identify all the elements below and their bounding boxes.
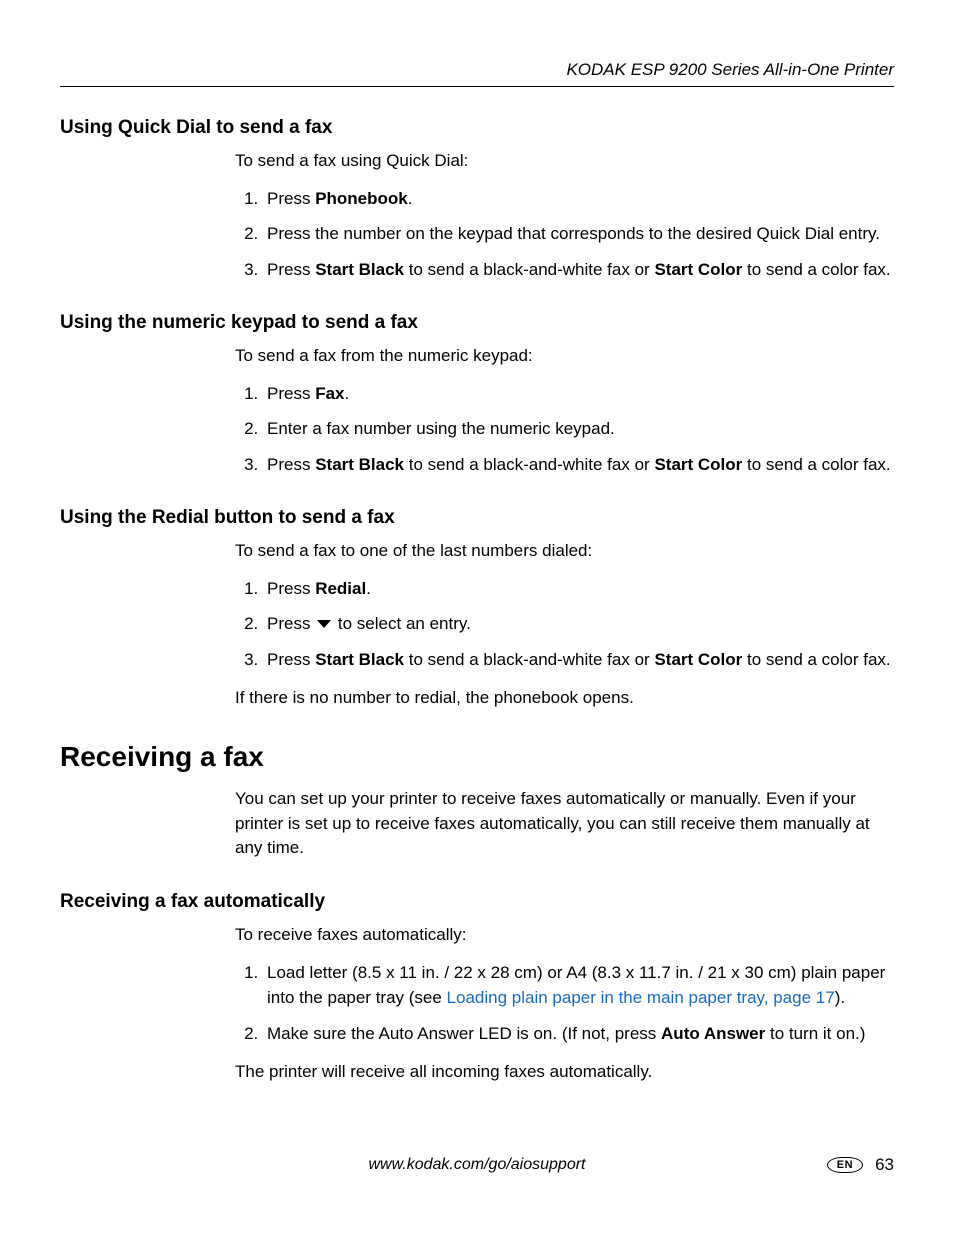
text: to send a black-and-white fax or bbox=[404, 650, 654, 669]
ui-label-start-color: Start Color bbox=[654, 650, 742, 669]
ui-label-start-black: Start Black bbox=[315, 260, 404, 279]
ui-label-start-black: Start Black bbox=[315, 455, 404, 474]
text: Press bbox=[267, 384, 315, 403]
ui-label-phonebook: Phonebook bbox=[315, 189, 408, 208]
ui-label-redial: Redial bbox=[315, 579, 366, 598]
intro-numeric: To send a fax from the numeric keypad: bbox=[235, 344, 894, 369]
block-quick-dial: To send a fax using Quick Dial: Press Ph… bbox=[235, 149, 894, 282]
step-item: Press Fax. bbox=[263, 381, 894, 407]
text: to send a color fax. bbox=[742, 650, 890, 669]
steps-receiving-auto: Load letter (8.5 x 11 in. / 22 x 28 cm) … bbox=[235, 960, 894, 1047]
language-badge: EN bbox=[827, 1157, 863, 1173]
step-item: Press Start Black to send a black-and-wh… bbox=[263, 452, 894, 478]
step-item: Make sure the Auto Answer LED is on. (If… bbox=[263, 1021, 894, 1047]
block-numeric-keypad: To send a fax from the numeric keypad: P… bbox=[235, 344, 894, 477]
heading-quick-dial: Using Quick Dial to send a fax bbox=[60, 117, 894, 139]
step-item: Load letter (8.5 x 11 in. / 22 x 28 cm) … bbox=[263, 960, 894, 1011]
block-redial: To send a fax to one of the last numbers… bbox=[235, 539, 894, 711]
footer-right: EN 63 bbox=[827, 1155, 894, 1175]
text: Press bbox=[267, 650, 315, 669]
step-item: Press the number on the keypad that corr… bbox=[263, 221, 894, 247]
page-number: 63 bbox=[875, 1155, 894, 1175]
text: Make sure the Auto Answer LED is on. (If… bbox=[267, 1024, 661, 1043]
step-item: Press Redial. bbox=[263, 576, 894, 602]
text: Press bbox=[267, 260, 315, 279]
intro-redial: To send a fax to one of the last numbers… bbox=[235, 539, 894, 564]
ui-label-start-color: Start Color bbox=[654, 260, 742, 279]
heading-redial: Using the Redial button to send a fax bbox=[60, 507, 894, 529]
link-loading-paper[interactable]: Loading plain paper in the main paper tr… bbox=[447, 988, 835, 1007]
step-item: Enter a fax number using the numeric key… bbox=[263, 416, 894, 442]
text: to send a black-and-white fax or bbox=[404, 260, 654, 279]
text: to send a color fax. bbox=[742, 260, 890, 279]
text: . bbox=[366, 579, 371, 598]
header-rule bbox=[60, 86, 894, 87]
ui-label-start-color: Start Color bbox=[654, 455, 742, 474]
running-header: KODAK ESP 9200 Series All-in-One Printer bbox=[60, 60, 894, 80]
text: Press bbox=[267, 455, 315, 474]
text: Press bbox=[267, 614, 315, 633]
block-receiving-auto: To receive faxes automatically: Load let… bbox=[235, 923, 894, 1085]
steps-quick-dial: Press Phonebook. Press the number on the… bbox=[235, 186, 894, 283]
step-item: Press Phonebook. bbox=[263, 186, 894, 212]
text: to turn it on.) bbox=[765, 1024, 865, 1043]
ui-label-auto-answer: Auto Answer bbox=[661, 1024, 765, 1043]
down-arrow-icon bbox=[317, 620, 331, 628]
text: ). bbox=[835, 988, 845, 1007]
text: . bbox=[344, 384, 349, 403]
page-footer: www.kodak.com/go/aiosupport EN 63 bbox=[60, 1155, 894, 1175]
text: Press bbox=[267, 579, 315, 598]
steps-numeric: Press Fax. Enter a fax number using the … bbox=[235, 381, 894, 478]
text: to send a color fax. bbox=[742, 455, 890, 474]
footer-url: www.kodak.com/go/aiosupport bbox=[369, 1156, 586, 1174]
intro-receiving: You can set up your printer to receive f… bbox=[235, 787, 894, 861]
text: to select an entry. bbox=[333, 614, 471, 633]
page: KODAK ESP 9200 Series All-in-One Printer… bbox=[0, 0, 954, 1235]
block-receiving: You can set up your printer to receive f… bbox=[235, 787, 894, 861]
ui-label-fax: Fax bbox=[315, 384, 344, 403]
intro-quick-dial: To send a fax using Quick Dial: bbox=[235, 149, 894, 174]
text: Press bbox=[267, 189, 315, 208]
step-item: Press to select an entry. bbox=[263, 611, 894, 637]
heading-numeric-keypad: Using the numeric keypad to send a fax bbox=[60, 312, 894, 334]
intro-receiving-auto: To receive faxes automatically: bbox=[235, 923, 894, 948]
step-item: Press Start Black to send a black-and-wh… bbox=[263, 257, 894, 283]
steps-redial: Press Redial. Press to select an entry. … bbox=[235, 576, 894, 673]
note-redial: If there is no number to redial, the pho… bbox=[235, 686, 894, 711]
step-item: Press Start Black to send a black-and-wh… bbox=[263, 647, 894, 673]
text: to send a black-and-white fax or bbox=[404, 455, 654, 474]
text: . bbox=[408, 189, 413, 208]
ui-label-start-black: Start Black bbox=[315, 650, 404, 669]
heading-receiving-auto: Receiving a fax automatically bbox=[60, 891, 894, 913]
heading-receiving-fax: Receiving a fax bbox=[60, 741, 894, 773]
note-receiving-auto: The printer will receive all incoming fa… bbox=[235, 1060, 894, 1085]
